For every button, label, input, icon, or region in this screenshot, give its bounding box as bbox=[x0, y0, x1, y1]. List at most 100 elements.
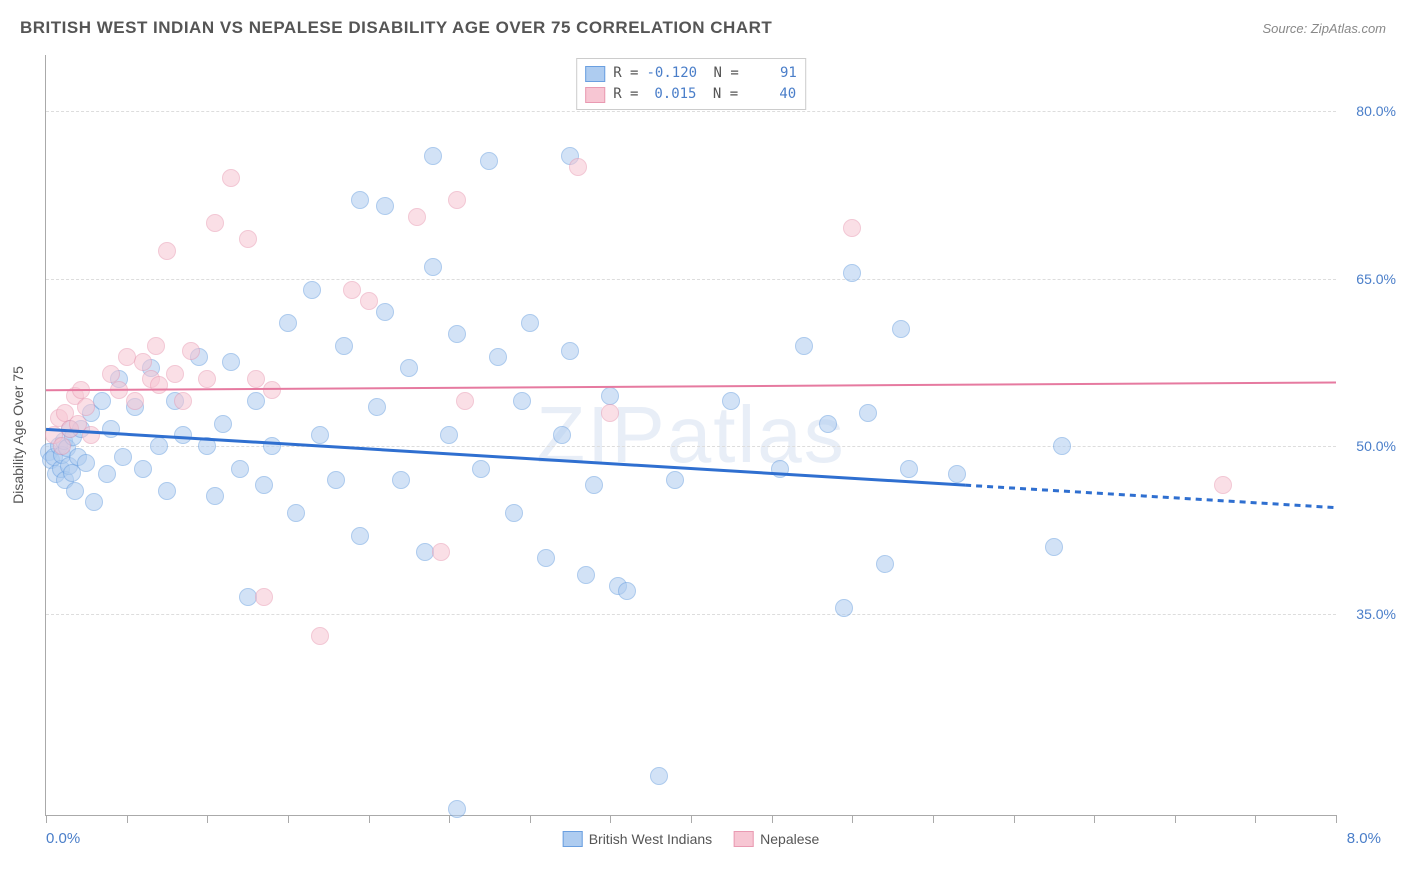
point-nepalese bbox=[408, 208, 426, 226]
gridline bbox=[46, 111, 1336, 112]
point-bwi bbox=[77, 454, 95, 472]
point-nepalese bbox=[432, 543, 450, 561]
gridline bbox=[46, 614, 1336, 615]
point-bwi bbox=[876, 555, 894, 573]
point-nepalese bbox=[843, 219, 861, 237]
point-bwi bbox=[553, 426, 571, 444]
swatch-series-1 bbox=[585, 87, 605, 103]
point-nepalese bbox=[198, 370, 216, 388]
xtick bbox=[852, 815, 853, 823]
point-nepalese bbox=[134, 353, 152, 371]
r-label: R = bbox=[613, 63, 638, 84]
point-nepalese bbox=[247, 370, 265, 388]
point-nepalese bbox=[239, 230, 257, 248]
point-bwi bbox=[102, 420, 120, 438]
point-bwi bbox=[247, 392, 265, 410]
legend-item-1: Nepalese bbox=[734, 831, 819, 847]
point-bwi bbox=[114, 448, 132, 466]
point-bwi bbox=[859, 404, 877, 422]
n-label: N = bbox=[705, 63, 739, 84]
legend-label-1: Nepalese bbox=[760, 831, 819, 847]
point-nepalese bbox=[263, 381, 281, 399]
xtick bbox=[530, 815, 531, 823]
point-bwi bbox=[722, 392, 740, 410]
point-bwi bbox=[505, 504, 523, 522]
xaxis-max-label: 8.0% bbox=[1347, 830, 1381, 847]
point-bwi bbox=[158, 482, 176, 500]
point-nepalese bbox=[601, 404, 619, 422]
point-bwi bbox=[150, 437, 168, 455]
point-bwi bbox=[521, 314, 539, 332]
xtick bbox=[1255, 815, 1256, 823]
point-bwi bbox=[134, 460, 152, 478]
point-bwi bbox=[368, 398, 386, 416]
point-bwi bbox=[255, 476, 273, 494]
point-nepalese bbox=[311, 627, 329, 645]
point-nepalese bbox=[158, 242, 176, 260]
xtick bbox=[1094, 815, 1095, 823]
stats-legend: R = -0.120 N = 91 R = 0.015 N = 40 bbox=[576, 58, 806, 110]
point-bwi bbox=[231, 460, 249, 478]
point-nepalese bbox=[82, 426, 100, 444]
n-label: N = bbox=[705, 84, 739, 105]
point-bwi bbox=[279, 314, 297, 332]
xtick bbox=[449, 815, 450, 823]
point-bwi bbox=[948, 465, 966, 483]
series-legend: British West Indians Nepalese bbox=[563, 831, 820, 847]
point-nepalese bbox=[206, 214, 224, 232]
point-bwi bbox=[1045, 538, 1063, 556]
point-nepalese bbox=[360, 292, 378, 310]
point-bwi bbox=[327, 471, 345, 489]
point-nepalese bbox=[77, 398, 95, 416]
watermark: ZIPatlas bbox=[536, 389, 845, 481]
point-bwi bbox=[214, 415, 232, 433]
point-bwi bbox=[1053, 437, 1071, 455]
stats-row-0: R = -0.120 N = 91 bbox=[585, 63, 797, 84]
point-bwi bbox=[666, 471, 684, 489]
point-bwi bbox=[93, 392, 111, 410]
point-bwi bbox=[561, 342, 579, 360]
point-bwi bbox=[440, 426, 458, 444]
point-bwi bbox=[66, 482, 84, 500]
point-bwi bbox=[900, 460, 918, 478]
point-bwi bbox=[537, 549, 555, 567]
gridline bbox=[46, 279, 1336, 280]
legend-swatch-1 bbox=[734, 831, 754, 847]
n-value-0: 91 bbox=[747, 63, 797, 84]
xtick bbox=[369, 815, 370, 823]
point-nepalese bbox=[53, 437, 71, 455]
point-bwi bbox=[287, 504, 305, 522]
point-bwi bbox=[843, 264, 861, 282]
point-bwi bbox=[618, 582, 636, 600]
source-label: Source: ZipAtlas.com bbox=[1262, 21, 1386, 36]
point-bwi bbox=[577, 566, 595, 584]
point-nepalese bbox=[569, 158, 587, 176]
gridline bbox=[46, 446, 1336, 447]
trendline-solid bbox=[46, 382, 1336, 390]
chart-title: BRITISH WEST INDIAN VS NEPALESE DISABILI… bbox=[20, 18, 772, 38]
point-bwi bbox=[174, 426, 192, 444]
point-nepalese bbox=[255, 588, 273, 606]
point-bwi bbox=[392, 471, 410, 489]
point-bwi bbox=[489, 348, 507, 366]
xtick bbox=[288, 815, 289, 823]
stats-row-1: R = 0.015 N = 40 bbox=[585, 84, 797, 105]
point-bwi bbox=[472, 460, 490, 478]
point-bwi bbox=[892, 320, 910, 338]
point-bwi bbox=[222, 353, 240, 371]
point-bwi bbox=[771, 460, 789, 478]
point-bwi bbox=[376, 303, 394, 321]
xaxis-min-label: 0.0% bbox=[46, 830, 80, 847]
xtick bbox=[1336, 815, 1337, 823]
yaxis-title: Disability Age Over 75 bbox=[10, 366, 26, 504]
ytick-label: 50.0% bbox=[1356, 438, 1396, 454]
point-nepalese bbox=[174, 392, 192, 410]
point-nepalese bbox=[150, 376, 168, 394]
legend-label-0: British West Indians bbox=[589, 831, 712, 847]
point-nepalese bbox=[1214, 476, 1232, 494]
point-bwi bbox=[601, 387, 619, 405]
point-nepalese bbox=[222, 169, 240, 187]
point-nepalese bbox=[166, 365, 184, 383]
xtick bbox=[46, 815, 47, 823]
point-bwi bbox=[335, 337, 353, 355]
